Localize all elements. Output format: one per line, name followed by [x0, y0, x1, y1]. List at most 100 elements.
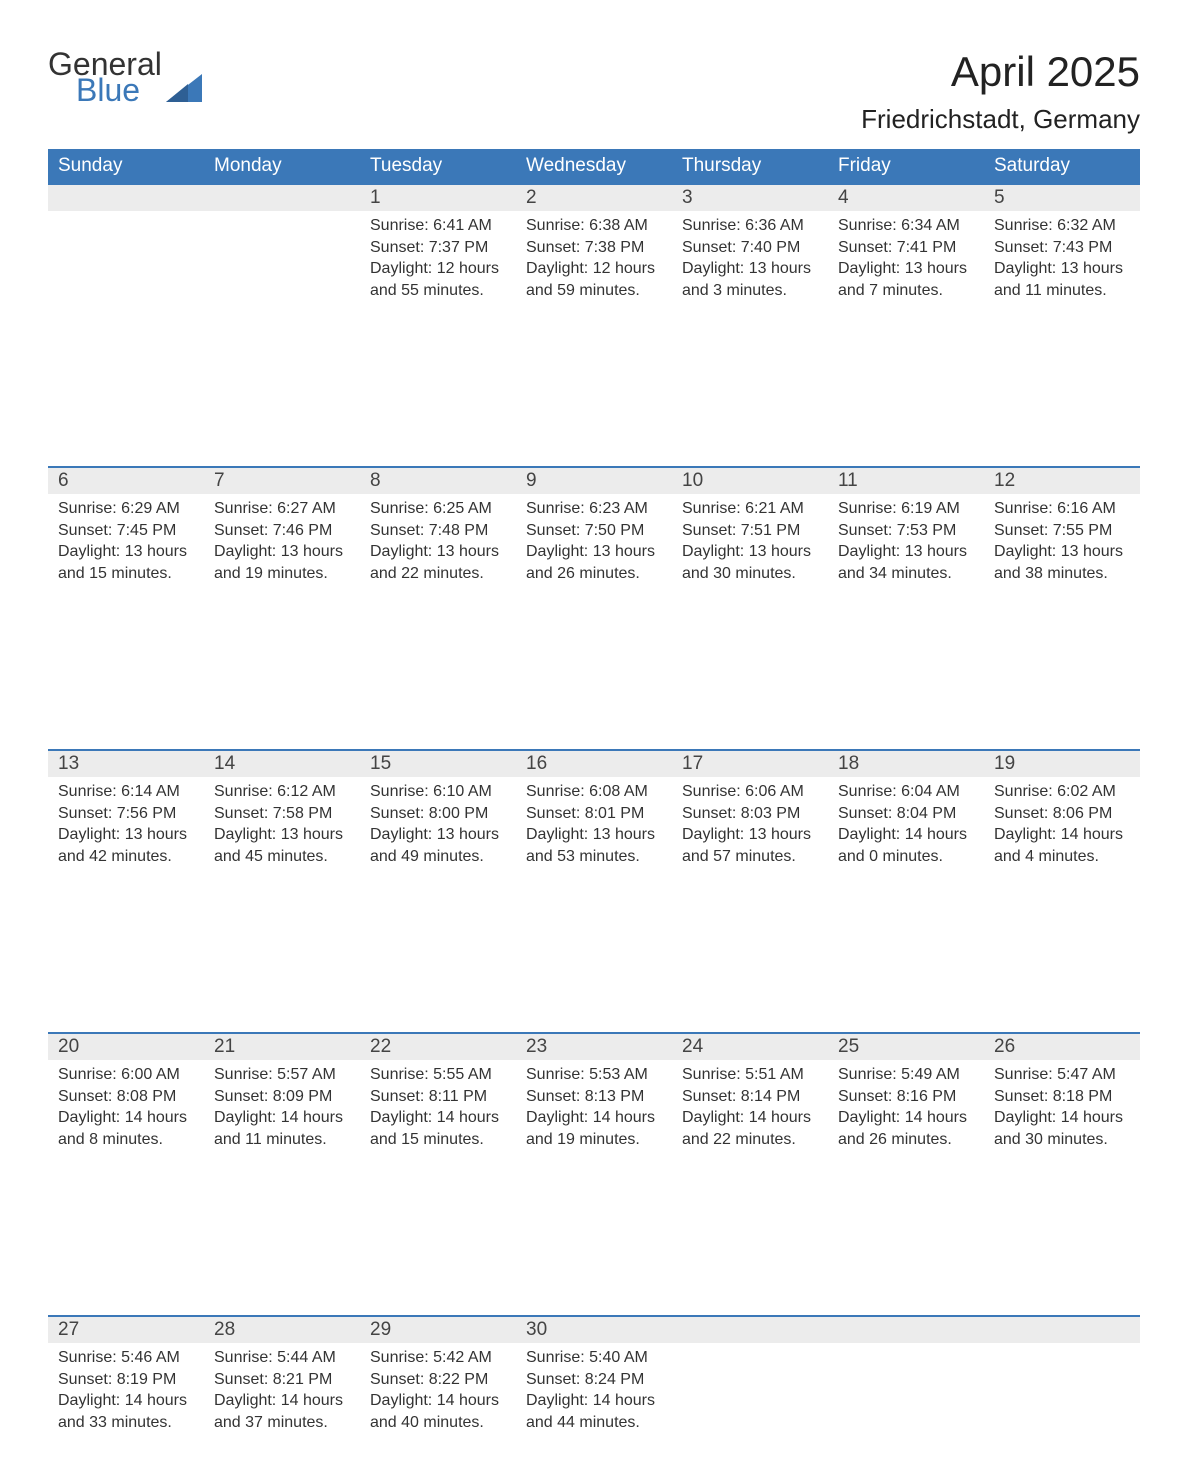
day-sunset: Sunset: 7:40 PM [682, 237, 818, 259]
day-sunset: Sunset: 8:01 PM [526, 803, 662, 825]
day-daylight: Daylight: 13 hours and 22 minutes. [370, 541, 506, 584]
day-sunset: Sunset: 7:43 PM [994, 237, 1130, 259]
day-daylight: Daylight: 14 hours and 30 minutes. [994, 1107, 1130, 1150]
day-cell: Sunrise: 6:41 AMSunset: 7:37 PMDaylight:… [360, 211, 516, 339]
day-sunset: Sunset: 7:37 PM [370, 237, 506, 259]
day-cell: Sunrise: 5:47 AMSunset: 8:18 PMDaylight:… [984, 1060, 1140, 1188]
weekday-header: Thursday [672, 149, 828, 184]
day-cell: Sunrise: 5:42 AMSunset: 8:22 PMDaylight:… [360, 1343, 516, 1471]
day-sunrise: Sunrise: 5:57 AM [214, 1064, 350, 1086]
day-content-row: Sunrise: 6:29 AMSunset: 7:45 PMDaylight:… [48, 494, 1140, 622]
day-sunrise: Sunrise: 5:46 AM [58, 1347, 194, 1369]
day-sunset: Sunset: 8:08 PM [58, 1086, 194, 1108]
day-number-cell: 27 [48, 1316, 204, 1343]
day-number-row: 20212223242526 [48, 1033, 1140, 1060]
day-number-cell: 19 [984, 750, 1140, 777]
day-sunrise: Sunrise: 6:21 AM [682, 498, 818, 520]
day-number-cell: 14 [204, 750, 360, 777]
day-sunrise: Sunrise: 6:23 AM [526, 498, 662, 520]
day-sunrise: Sunrise: 6:36 AM [682, 215, 818, 237]
day-daylight: Daylight: 13 hours and 57 minutes. [682, 824, 818, 867]
day-sunset: Sunset: 8:06 PM [994, 803, 1130, 825]
day-number-cell: 7 [204, 467, 360, 494]
day-cell: Sunrise: 6:25 AMSunset: 7:48 PMDaylight:… [360, 494, 516, 622]
day-cell: Sunrise: 5:55 AMSunset: 8:11 PMDaylight:… [360, 1060, 516, 1188]
day-cell: Sunrise: 6:27 AMSunset: 7:46 PMDaylight:… [204, 494, 360, 622]
day-cell: Sunrise: 6:23 AMSunset: 7:50 PMDaylight:… [516, 494, 672, 622]
day-sunrise: Sunrise: 6:02 AM [994, 781, 1130, 803]
day-sunrise: Sunrise: 6:41 AM [370, 215, 506, 237]
day-number-cell: 29 [360, 1316, 516, 1343]
day-daylight: Daylight: 14 hours and 11 minutes. [214, 1107, 350, 1150]
day-daylight: Daylight: 12 hours and 59 minutes. [526, 258, 662, 301]
day-cell: Sunrise: 6:19 AMSunset: 7:53 PMDaylight:… [828, 494, 984, 622]
day-number-cell [672, 1316, 828, 1343]
day-sunrise: Sunrise: 6:04 AM [838, 781, 974, 803]
day-number-row: 13141516171819 [48, 750, 1140, 777]
day-sunrise: Sunrise: 6:08 AM [526, 781, 662, 803]
day-daylight: Daylight: 14 hours and 15 minutes. [370, 1107, 506, 1150]
day-sunrise: Sunrise: 5:44 AM [214, 1347, 350, 1369]
day-daylight: Daylight: 13 hours and 49 minutes. [370, 824, 506, 867]
day-number-cell: 16 [516, 750, 672, 777]
day-number-cell: 23 [516, 1033, 672, 1060]
day-number-cell [48, 184, 204, 211]
day-daylight: Daylight: 14 hours and 4 minutes. [994, 824, 1130, 867]
day-cell: Sunrise: 5:46 AMSunset: 8:19 PMDaylight:… [48, 1343, 204, 1471]
day-number-cell: 17 [672, 750, 828, 777]
day-cell: Sunrise: 5:44 AMSunset: 8:21 PMDaylight:… [204, 1343, 360, 1471]
day-sunset: Sunset: 8:13 PM [526, 1086, 662, 1108]
day-daylight: Daylight: 13 hours and 34 minutes. [838, 541, 974, 584]
location: Friedrichstadt, Germany [861, 104, 1140, 135]
day-sunset: Sunset: 8:19 PM [58, 1369, 194, 1391]
weekday-header: Sunday [48, 149, 204, 184]
day-sunrise: Sunrise: 6:32 AM [994, 215, 1130, 237]
day-daylight: Daylight: 13 hours and 3 minutes. [682, 258, 818, 301]
day-cell [828, 1343, 984, 1471]
day-sunrise: Sunrise: 6:34 AM [838, 215, 974, 237]
day-number-row: 12345 [48, 184, 1140, 211]
day-daylight: Daylight: 12 hours and 55 minutes. [370, 258, 506, 301]
weekday-header: Wednesday [516, 149, 672, 184]
day-number-cell: 30 [516, 1316, 672, 1343]
day-daylight: Daylight: 13 hours and 15 minutes. [58, 541, 194, 584]
day-number-cell: 8 [360, 467, 516, 494]
day-cell: Sunrise: 6:04 AMSunset: 8:04 PMDaylight:… [828, 777, 984, 905]
day-sunset: Sunset: 8:11 PM [370, 1086, 506, 1108]
day-cell: Sunrise: 6:38 AMSunset: 7:38 PMDaylight:… [516, 211, 672, 339]
day-cell: Sunrise: 6:32 AMSunset: 7:43 PMDaylight:… [984, 211, 1140, 339]
week-separator [48, 1188, 1140, 1316]
day-sunrise: Sunrise: 6:25 AM [370, 498, 506, 520]
day-sunrise: Sunrise: 6:06 AM [682, 781, 818, 803]
day-cell: Sunrise: 6:36 AMSunset: 7:40 PMDaylight:… [672, 211, 828, 339]
weekday-header-row: SundayMondayTuesdayWednesdayThursdayFrid… [48, 149, 1140, 184]
day-daylight: Daylight: 13 hours and 45 minutes. [214, 824, 350, 867]
day-number-cell: 20 [48, 1033, 204, 1060]
day-daylight: Daylight: 14 hours and 22 minutes. [682, 1107, 818, 1150]
day-sunset: Sunset: 7:48 PM [370, 520, 506, 542]
day-cell: Sunrise: 6:10 AMSunset: 8:00 PMDaylight:… [360, 777, 516, 905]
day-content-row: Sunrise: 6:14 AMSunset: 7:56 PMDaylight:… [48, 777, 1140, 905]
day-sunrise: Sunrise: 5:47 AM [994, 1064, 1130, 1086]
day-sunrise: Sunrise: 6:29 AM [58, 498, 194, 520]
day-sunrise: Sunrise: 5:40 AM [526, 1347, 662, 1369]
day-cell: Sunrise: 5:49 AMSunset: 8:16 PMDaylight:… [828, 1060, 984, 1188]
day-sunrise: Sunrise: 5:49 AM [838, 1064, 974, 1086]
day-sunrise: Sunrise: 6:10 AM [370, 781, 506, 803]
day-number-cell: 24 [672, 1033, 828, 1060]
day-sunrise: Sunrise: 6:12 AM [214, 781, 350, 803]
day-cell [672, 1343, 828, 1471]
day-daylight: Daylight: 13 hours and 7 minutes. [838, 258, 974, 301]
day-number-cell: 6 [48, 467, 204, 494]
day-cell: Sunrise: 5:57 AMSunset: 8:09 PMDaylight:… [204, 1060, 360, 1188]
day-sunset: Sunset: 7:58 PM [214, 803, 350, 825]
day-cell [984, 1343, 1140, 1471]
day-number-cell [204, 184, 360, 211]
day-sunset: Sunset: 7:46 PM [214, 520, 350, 542]
day-number-row: 27282930 [48, 1316, 1140, 1343]
day-cell: Sunrise: 5:53 AMSunset: 8:13 PMDaylight:… [516, 1060, 672, 1188]
day-daylight: Daylight: 14 hours and 19 minutes. [526, 1107, 662, 1150]
day-number-cell: 9 [516, 467, 672, 494]
day-number-cell: 11 [828, 467, 984, 494]
day-content-row: Sunrise: 5:46 AMSunset: 8:19 PMDaylight:… [48, 1343, 1140, 1471]
